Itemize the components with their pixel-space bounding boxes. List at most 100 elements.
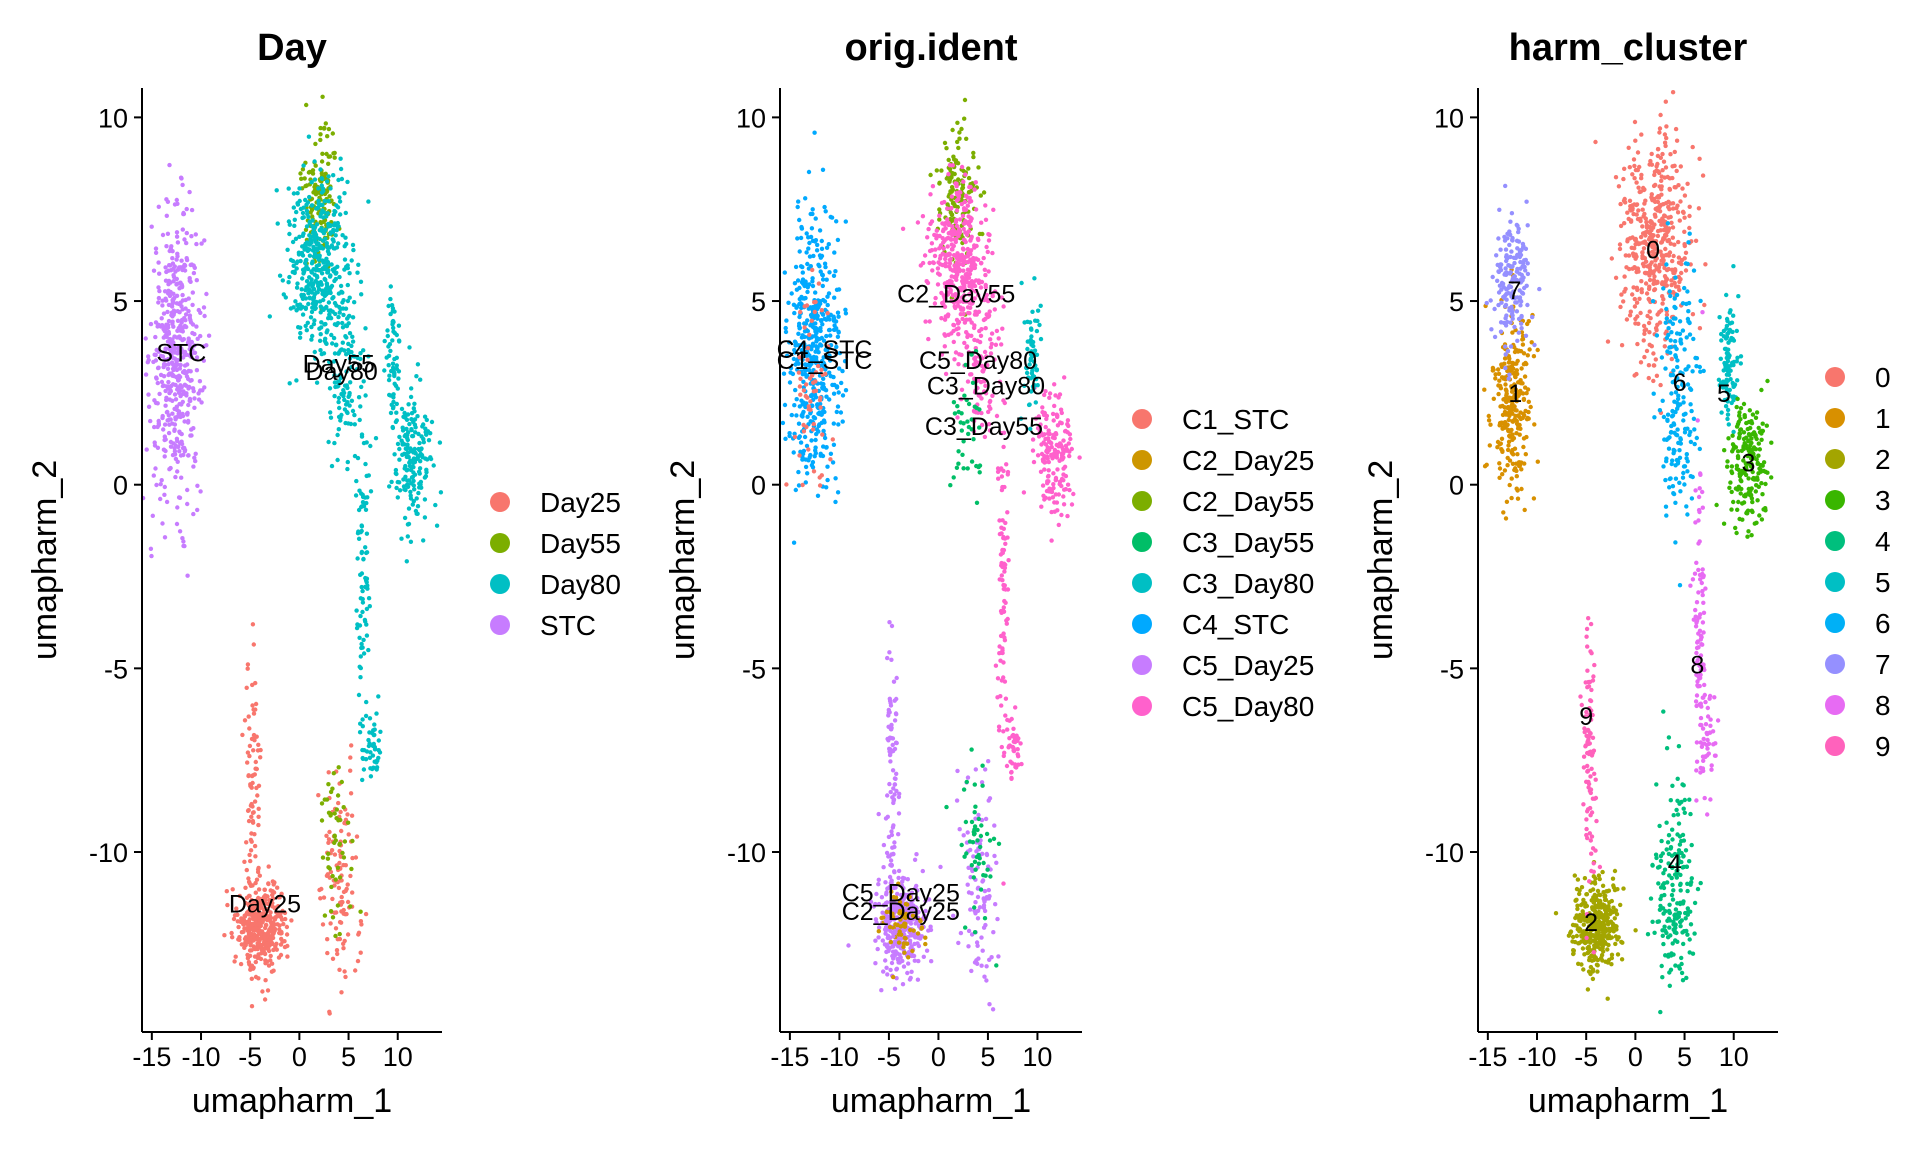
point-C5_Day80 <box>1066 424 1070 428</box>
point-Day80 <box>287 232 291 236</box>
point-C5_Day25 <box>892 870 896 874</box>
point-C5_Day25 <box>894 711 898 715</box>
point-Day80 <box>301 231 305 235</box>
point-0 <box>1656 154 1660 158</box>
point-Day25 <box>263 978 267 982</box>
point-STC <box>167 319 171 323</box>
point-Day80 <box>332 441 336 445</box>
point-C5_Day25 <box>890 624 894 628</box>
point-C5_Day80 <box>961 214 965 218</box>
point-C5_Day25 <box>895 676 899 680</box>
point-Day80 <box>396 480 400 484</box>
point-STC <box>176 378 180 382</box>
point-STC <box>177 265 181 269</box>
cluster-label: Day80 <box>306 358 378 386</box>
point-Day55 <box>299 177 303 181</box>
point-C4_STC <box>807 170 811 174</box>
point-0 <box>1666 215 1670 219</box>
point-Day25 <box>239 962 243 966</box>
point-C5_Day80 <box>1016 754 1020 758</box>
point-Day80 <box>360 717 364 721</box>
point-STC <box>190 303 194 307</box>
point-Day80 <box>405 468 409 472</box>
point-Day80 <box>329 416 333 420</box>
point-C2_Day55 <box>950 128 954 132</box>
point-0 <box>1614 175 1618 179</box>
point-Day55 <box>303 184 307 188</box>
point-C2_Day25 <box>891 975 895 979</box>
x-tick-label: 5 <box>341 1042 356 1072</box>
point-STC <box>166 269 170 273</box>
point-C5_Day80 <box>958 253 962 257</box>
point-STC <box>175 505 179 509</box>
point-C4_STC <box>819 318 823 322</box>
point-Day80 <box>345 467 349 471</box>
point-Day80 <box>350 335 354 339</box>
point-Day80 <box>330 464 334 468</box>
point-C5_Day80 <box>983 203 987 207</box>
point-C5_Day80 <box>1052 382 1056 386</box>
point-Day80 <box>414 374 418 378</box>
point-C5_Day80 <box>974 180 978 184</box>
point-Day80 <box>306 291 310 295</box>
point-Day80 <box>346 283 350 287</box>
point-C4_STC <box>802 321 806 325</box>
point-Day80 <box>312 322 316 326</box>
point-0 <box>1622 221 1626 225</box>
point-Day25 <box>247 853 251 857</box>
point-Day25 <box>242 860 246 864</box>
point-Day80 <box>330 296 334 300</box>
point-C5_Day25 <box>891 768 895 772</box>
point-C5_Day80 <box>1002 548 1006 552</box>
point-C3_Day55 <box>973 860 977 864</box>
point-C5_Day80 <box>950 242 954 246</box>
point-C5_Day80 <box>998 577 1002 581</box>
point-C1_STC <box>820 308 824 312</box>
point-C3_Day80 <box>1035 329 1039 333</box>
point-STC <box>198 489 202 493</box>
point-C5_Day80 <box>941 229 945 233</box>
point-Day80 <box>321 187 325 191</box>
point-C5_Day80 <box>966 247 970 251</box>
point-Day80 <box>365 474 369 478</box>
point-C5_Day25 <box>892 680 896 684</box>
point-C5_Day80 <box>979 261 983 265</box>
x-tick-label: 10 <box>1022 1042 1052 1072</box>
point-Day80 <box>406 438 410 442</box>
point-C4_STC <box>795 397 799 401</box>
point-C5_Day80 <box>961 180 965 184</box>
point-0 <box>1645 291 1649 295</box>
point-STC <box>180 320 184 324</box>
point-Day80 <box>338 310 342 314</box>
legend-swatch <box>490 533 510 553</box>
point-C5_Day80 <box>931 184 935 188</box>
point-C5_Day80 <box>930 268 934 272</box>
point-Day25 <box>348 874 352 878</box>
point-Day25 <box>248 948 252 952</box>
point-Day25 <box>249 848 253 852</box>
point-Day80 <box>401 428 405 432</box>
x-tick-label: -5 <box>877 1042 901 1072</box>
point-Day25 <box>346 900 350 904</box>
point-Day80 <box>359 280 363 284</box>
legend-label: C2_Day55 <box>1182 486 1314 517</box>
point-C5_Day80 <box>988 309 992 313</box>
point-STC <box>189 234 193 238</box>
point-C4_STC <box>800 457 804 461</box>
point-Day80 <box>397 324 401 328</box>
point-C5_Day25 <box>962 833 966 837</box>
point-C5_Day80 <box>986 250 990 254</box>
point-C2_Day55 <box>964 137 968 141</box>
point-C5_Day25 <box>876 935 880 939</box>
point-C5_Day80 <box>973 266 977 270</box>
point-C5_Day80 <box>1066 483 1070 487</box>
point-Day80 <box>409 427 413 431</box>
point-Day80 <box>396 376 400 380</box>
point-Day80 <box>387 378 391 382</box>
point-C3_Day55 <box>975 406 979 410</box>
point-C4_STC <box>805 231 809 235</box>
point-C4_STC <box>796 199 800 203</box>
point-C5_Day25 <box>926 928 930 932</box>
point-Day80 <box>332 394 336 398</box>
point-Day80 <box>352 413 356 417</box>
